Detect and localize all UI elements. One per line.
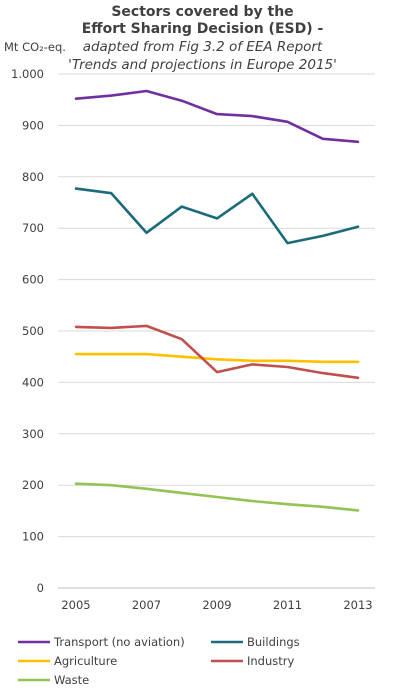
series-line [74,324,360,380]
chart-subtitle-line-2: 'Trends and projections in Europe 2015' [68,57,337,73]
x-tick-label: 2011 [273,598,302,612]
legend-label: Buildings [247,635,300,649]
x-tick-label: 2005 [61,598,90,612]
x-tick-label: 2013 [343,598,372,612]
y-tick-label: 700 [22,221,44,235]
y-axis-unit-label: Mt CO₂-eq. [4,40,66,54]
x-tick-label: 2009 [202,598,231,612]
chart-title-line-1: Sectors covered by the [111,4,294,20]
y-tick-label: 100 [22,530,44,544]
chart-title-line-2: Effort Sharing Decision (ESD) - [81,21,324,37]
y-tick-label: 400 [22,375,44,389]
y-tick-label: 0 [37,581,44,595]
y-tick-label: 500 [22,324,44,338]
legend-label: Agriculture [54,654,117,668]
y-tick-label: 300 [22,427,44,441]
legend-label: Transport (no aviation) [53,635,185,649]
x-tick-label: 2007 [132,598,161,612]
y-tick-label: 900 [22,118,44,132]
y-tick-label: 800 [22,170,44,184]
y-tick-label: 1.000 [11,67,44,81]
series-line [74,89,360,144]
legend-label: Industry [247,654,294,668]
series-line [74,482,360,512]
y-tick-label: 200 [22,478,44,492]
legend-label: Waste [54,673,89,687]
chart-subtitle-line-1: adapted from Fig 3.2 of EEA Report [82,39,323,55]
chart-title-block: Sectors covered by the Effort Sharing De… [0,4,405,74]
y-tick-label: 600 [22,273,44,287]
series-line [74,352,360,364]
series-line [74,187,360,245]
